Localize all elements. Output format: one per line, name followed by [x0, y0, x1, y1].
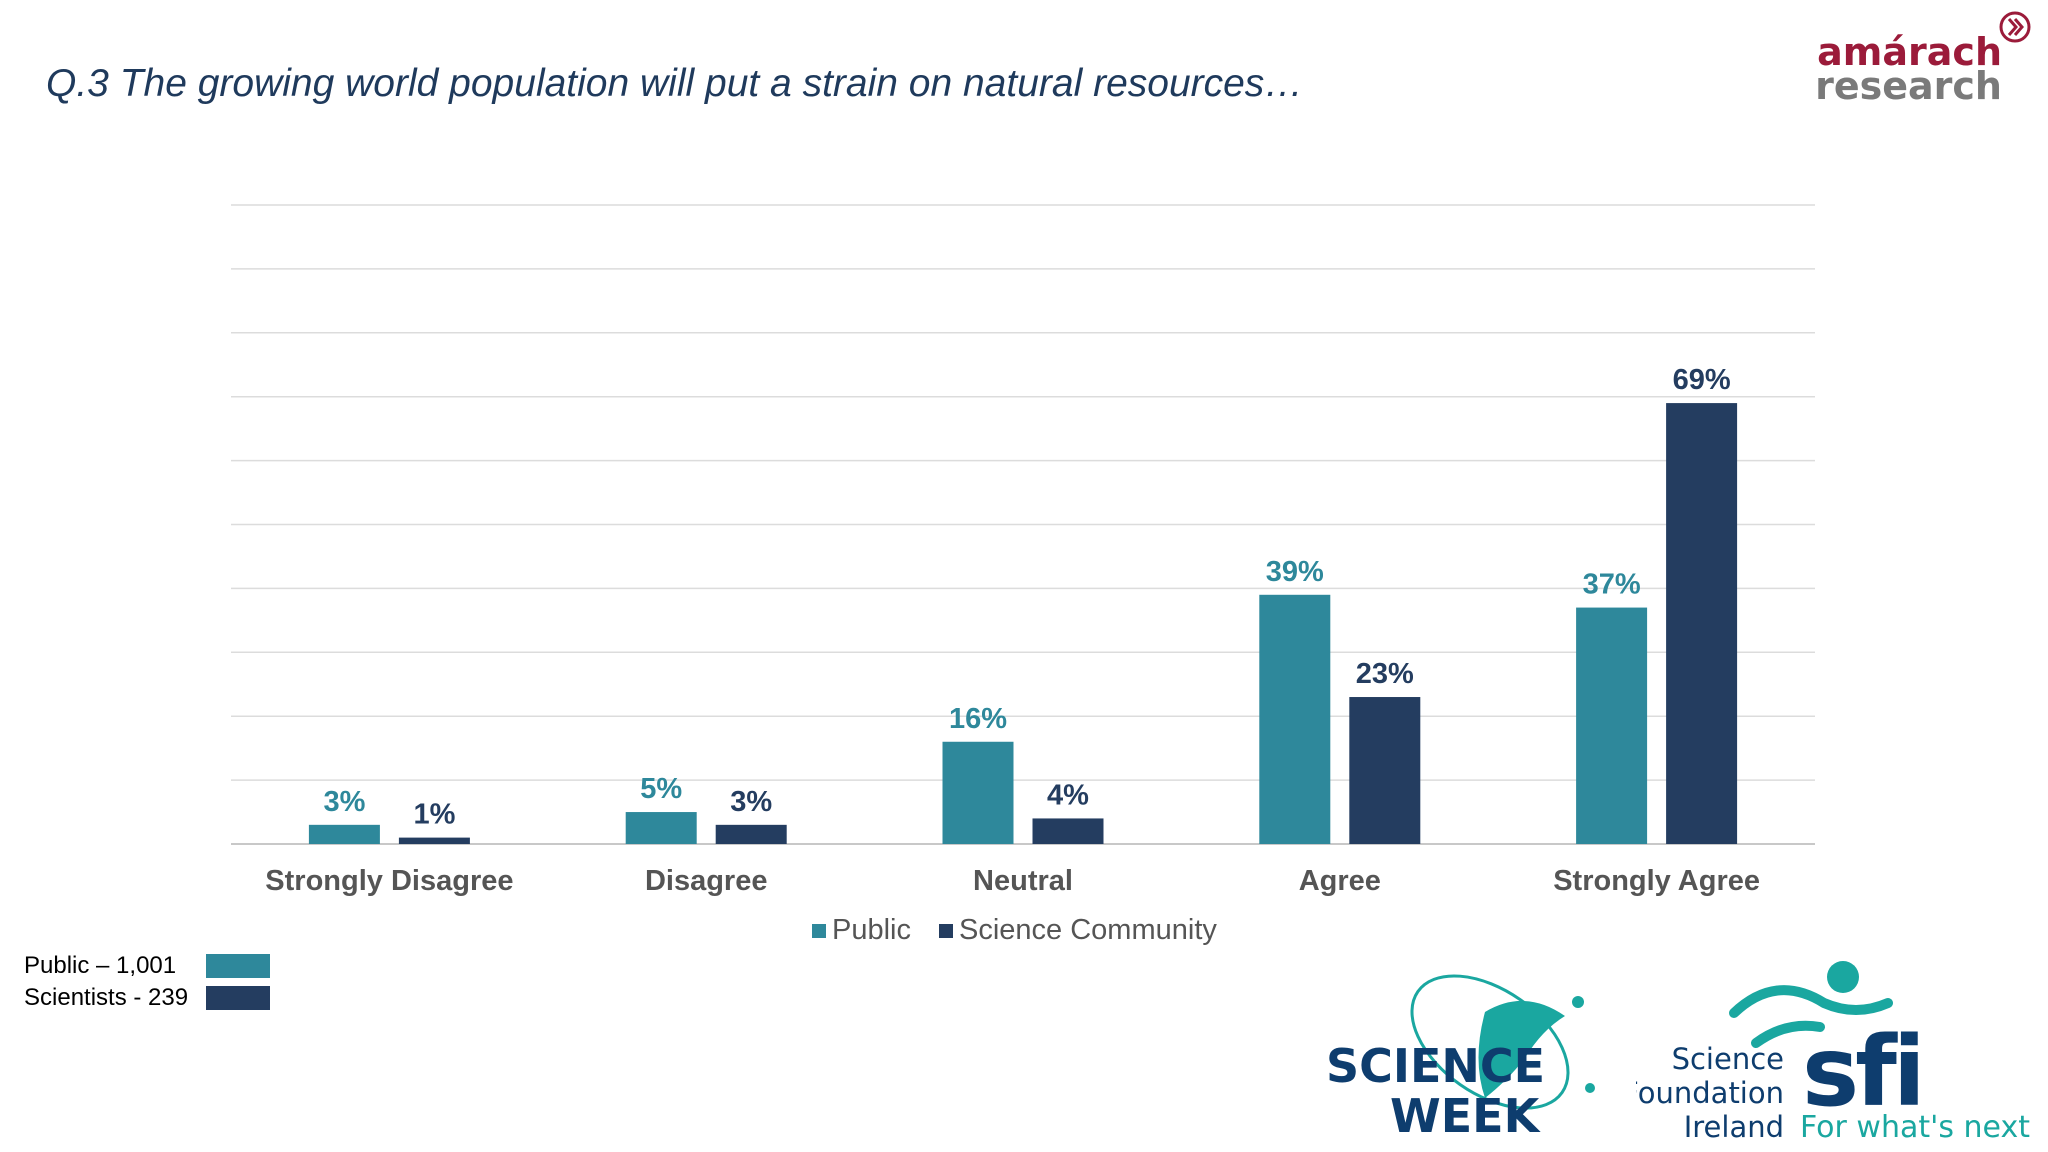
- value-labels: 3% 1% 5% 3% 16% 4% 39% 23% 37% 69%: [323, 364, 1730, 831]
- sample-swatch-public: [206, 954, 270, 978]
- bar-science-3: [1349, 697, 1421, 844]
- sample-label-scientists: Scientists - 239: [24, 984, 189, 1011]
- category-label-3: Agree: [1299, 865, 1381, 897]
- legend-swatch-public: [812, 923, 826, 938]
- chart-legend: Public Science Community: [812, 914, 1217, 947]
- sample-row-public: Public – 1,001: [24, 950, 270, 982]
- slide-title: Q.3 The growing world population will pu…: [46, 62, 1304, 105]
- bird-icon: [1478, 1000, 1565, 1098]
- bar-science-2: [1032, 818, 1104, 844]
- data-label-public-1: 5%: [640, 773, 682, 805]
- sfi-text3: Ireland: [1684, 1110, 1784, 1144]
- sample-swatch-scientists: [206, 986, 270, 1010]
- bar-public-3: [1259, 594, 1331, 844]
- data-label-public-3: 39%: [1266, 556, 1324, 588]
- brand-name-line2: research: [1815, 64, 2002, 108]
- data-label-public-2: 16%: [949, 703, 1007, 735]
- sample-row-scientists: Scientists - 239: [24, 982, 270, 1014]
- sfi-text1: Science: [1672, 1042, 1784, 1076]
- bar-public-1: [625, 812, 697, 844]
- data-label-public-0: 3%: [323, 786, 365, 818]
- science-week-line1: SCIENCE: [1326, 1039, 1545, 1093]
- bars: [308, 403, 1738, 844]
- bar-public-2: [942, 741, 1014, 844]
- legend-swatch-science: [939, 923, 953, 938]
- data-label-science-2: 4%: [1047, 779, 1089, 811]
- science-week-line2: WEEK: [1390, 1089, 1542, 1143]
- legend-label-science: Science Community: [959, 914, 1217, 946]
- gridlines: [231, 204, 1815, 845]
- data-label-public-4: 37%: [1583, 569, 1641, 601]
- brand-name-line1: amárach: [1817, 30, 2002, 74]
- category-labels: Strongly Disagree Disagree Neutral Agree Str…: [265, 865, 1760, 897]
- legend-label-public: Public: [832, 914, 911, 946]
- legend-item-science: Science Community: [939, 914, 1217, 947]
- bar-science-4: [1666, 403, 1738, 844]
- category-label-1: Disagree: [645, 865, 768, 897]
- sfi-logo: sfi Science Foundation Ireland For what'…: [1636, 961, 2030, 1145]
- data-label-science-4: 69%: [1673, 364, 1731, 396]
- bar-public-0: [308, 824, 380, 844]
- science-week-logo: SCIENCE WEEK: [1326, 974, 1595, 1143]
- data-label-science-0: 1%: [413, 799, 455, 831]
- data-label-science-1: 3%: [730, 786, 772, 818]
- sample-label-public: Public – 1,001: [24, 952, 177, 979]
- category-label-2: Neutral: [973, 865, 1073, 897]
- bar-public-4: [1576, 607, 1648, 844]
- sfi-mark: sfi: [1802, 1016, 1922, 1128]
- sample-sizes: Public – 1,001 Scientists - 239: [24, 950, 270, 1014]
- bar-science-1: [715, 824, 787, 844]
- category-label-0: Strongly Disagree: [265, 865, 513, 897]
- sfi-figure-head-icon: [1827, 961, 1859, 993]
- amarach-logo: amárach research: [1815, 8, 2038, 108]
- data-label-science-3: 23%: [1356, 658, 1414, 690]
- category-label-4: Strongly Agree: [1553, 865, 1760, 897]
- legend-item-public: Public: [812, 914, 911, 947]
- sfi-text2: Foundation: [1636, 1076, 1784, 1110]
- bar-science-0: [398, 837, 470, 844]
- chevron-logo-icon: [1999, 11, 2031, 43]
- sfi-tagline: For what's next: [1800, 1110, 2030, 1145]
